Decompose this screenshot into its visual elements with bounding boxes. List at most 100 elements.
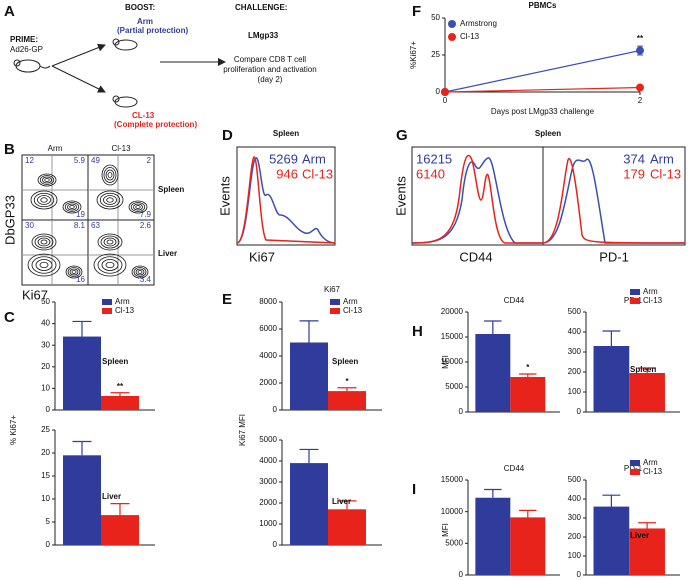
data-point	[636, 46, 644, 55]
y-tick-label: 1000	[259, 519, 277, 528]
contour	[133, 267, 147, 277]
contour	[135, 268, 145, 276]
cl13-label: CL-13	[132, 111, 155, 120]
histogram-value: 374	[623, 151, 645, 166]
bar	[328, 509, 366, 545]
panel-label: G	[396, 127, 408, 144]
contour	[40, 239, 48, 245]
contour	[71, 270, 77, 274]
histogram-legend: Cl-13	[302, 166, 333, 181]
y-tick-label: 400	[568, 494, 582, 503]
flow-x-label: Ki67	[22, 287, 48, 302]
error-bar	[602, 494, 621, 507]
histogram-curve	[542, 158, 685, 244]
legend-marker	[448, 20, 456, 28]
quadrant-value: 8.1	[74, 221, 86, 230]
contour	[34, 235, 54, 249]
chart-title: PD-1	[624, 464, 643, 473]
line	[444, 49, 641, 93]
bar	[290, 463, 328, 545]
y-tick-label: 5000	[445, 538, 463, 547]
contour	[40, 197, 48, 203]
contour	[130, 202, 146, 212]
y-tick-label: 0	[459, 407, 464, 416]
contour	[69, 268, 79, 276]
legend-label: Arm	[643, 458, 658, 467]
contour	[30, 190, 58, 210]
histogram-curve	[542, 157, 686, 244]
x-tick-label: 2	[638, 96, 643, 105]
histogram-y-label: Events	[217, 176, 232, 216]
contour	[62, 200, 82, 214]
histogram-curve	[411, 157, 543, 244]
challenge-agent: LMgp33	[248, 31, 279, 40]
histogram-activation: Spleen 16215 6140 374 179 Arm Cl-13 Even…	[393, 129, 686, 264]
arrow	[51, 65, 106, 93]
y-tick-label: 400	[568, 327, 582, 336]
quadrant-value: 16	[76, 275, 85, 284]
bar	[629, 528, 665, 575]
panel-label: H	[412, 323, 423, 340]
y-tick-label: 0	[459, 570, 464, 579]
error-bar	[72, 320, 92, 337]
histogram-legend: Arm	[650, 151, 674, 166]
challenge-label: CHALLENGE:	[235, 3, 287, 12]
error-bar	[519, 373, 537, 377]
error-bar	[110, 503, 130, 516]
contour	[37, 173, 57, 187]
error-bar	[110, 392, 130, 396]
line	[444, 86, 641, 93]
chart-title: CD44	[504, 296, 525, 305]
error-bar	[337, 500, 357, 510]
arm-note: (Partial protection)	[117, 26, 188, 35]
contour	[44, 178, 50, 182]
bar	[63, 455, 101, 545]
contour	[65, 265, 83, 279]
contour	[105, 169, 115, 181]
annotation: *	[345, 377, 349, 386]
y-tick-label: 4000	[259, 351, 277, 360]
histogram-value: 16215	[416, 151, 452, 166]
y-tick-label: 15000	[441, 332, 464, 341]
contour	[100, 235, 120, 249]
quadrant-value: 63	[91, 221, 100, 230]
contour	[99, 192, 121, 208]
mouse-icon	[13, 59, 51, 73]
histogram-x-label: CD44	[459, 249, 492, 264]
contour	[135, 205, 141, 209]
tissue-label: Liver	[332, 497, 351, 506]
histogram-curve	[236, 156, 336, 244]
contour	[67, 267, 81, 277]
y-tick-label: 0	[577, 570, 582, 579]
legend-label: Arm	[343, 297, 358, 306]
x-tick-label: 0	[443, 96, 448, 105]
y-tick-label: 5000	[259, 435, 277, 444]
flow-column: Cl-13	[111, 144, 131, 153]
mouse-icon	[112, 95, 138, 108]
y-tick-label: 10	[41, 384, 50, 393]
y-tick-label: 0	[273, 540, 278, 549]
chart-title: Ki67	[324, 285, 341, 294]
y-tick-label: 0	[436, 87, 441, 96]
y-tick-label: 500	[568, 475, 582, 484]
prime-vector: Ad26-GP	[10, 45, 43, 54]
y-tick-label: 500	[568, 307, 582, 316]
y-tick-label: 100	[568, 387, 582, 396]
y-axis-label: MFI	[441, 523, 450, 537]
panel-label: B	[4, 141, 15, 158]
y-tick-label: 4000	[259, 456, 277, 465]
flow-plot	[87, 219, 155, 286]
error-bar	[337, 387, 357, 392]
tissue-label: Spleen	[332, 357, 358, 366]
compare-text: proliferation and activation	[223, 65, 316, 74]
contour	[103, 195, 117, 205]
quadrant-value: 5.9	[74, 156, 86, 165]
contour	[106, 197, 114, 203]
bar	[63, 336, 101, 410]
y-tick-label: 10	[41, 494, 50, 503]
annotation: **	[117, 382, 124, 391]
histogram-frame	[236, 146, 336, 246]
contour	[103, 167, 117, 183]
y-axis-label: % Ki67+	[9, 415, 18, 445]
